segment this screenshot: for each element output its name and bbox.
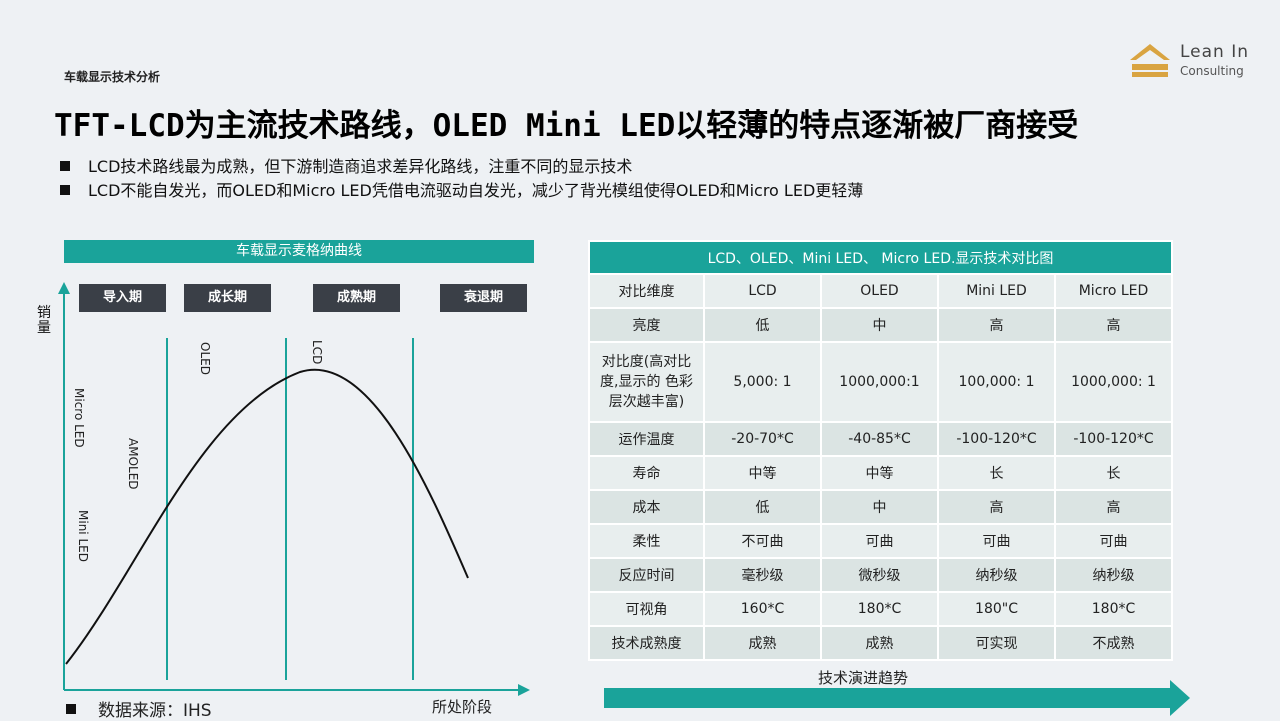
table-row: 对比度(高对比度,显示的 色彩层次越丰富) 5,000: 1 1000,000:… xyxy=(588,341,1173,423)
table-row: 成本 低 中 高 高 xyxy=(588,489,1173,525)
table-cell: 长 xyxy=(1054,455,1173,491)
table-cell: 柔性 xyxy=(588,523,705,559)
table-row: 寿命 中等 中等 长 长 xyxy=(588,455,1173,491)
bullet-item: LCD不能自发光，而OLED和Micro LED凭借电流驱动自发光，减少了背光模… xyxy=(60,177,863,201)
magna-curve-chart xyxy=(58,282,530,696)
table-cell: 高 xyxy=(1054,307,1173,343)
table-header-cell: Mini LED xyxy=(937,273,1056,309)
table-header-cell: Micro LED xyxy=(1054,273,1173,309)
table-cell: 1000,000: 1 xyxy=(1054,341,1173,423)
table-cell: 可曲 xyxy=(937,523,1056,559)
table-cell: 纳秒级 xyxy=(1054,557,1173,593)
tech-label: AMOLED xyxy=(126,438,140,490)
table-row: 可视角 160*C 180*C 180"C 180*C xyxy=(588,591,1173,627)
x-axis-arrow-icon xyxy=(518,684,530,696)
logo-line2: Consulting xyxy=(1180,64,1244,78)
bullet-text: LCD不能自发光，而OLED和Micro LED凭借电流驱动自发光，减少了背光模… xyxy=(88,181,864,200)
table-cell: 中等 xyxy=(820,455,939,491)
tech-label: OLED xyxy=(198,342,212,375)
table-cell: 可实现 xyxy=(937,625,1056,661)
table-cell: 不成熟 xyxy=(1054,625,1173,661)
table-cell: 可曲 xyxy=(820,523,939,559)
comparison-table: LCD、OLED、Mini LED、 Micro LED.显示技术对比图 对比维… xyxy=(588,240,1173,661)
curve-header: 车载显示麦格纳曲线 xyxy=(64,240,534,263)
table-caption: LCD、OLED、Mini LED、 Micro LED.显示技术对比图 xyxy=(588,240,1173,275)
table-cell: 高 xyxy=(1054,489,1173,525)
bullet-item: LCD技术路线最为成熟，但下游制造商追求差异化路线，注重不同的显示技术 xyxy=(60,153,632,177)
table-cell: -100-120*C xyxy=(937,421,1056,457)
table-cell: 长 xyxy=(937,455,1056,491)
table-cell: 中 xyxy=(820,307,939,343)
table-cell: 技术成熟度 xyxy=(588,625,705,661)
table-header-cell: LCD xyxy=(703,273,822,309)
bullet-square-icon xyxy=(60,161,70,171)
phase-label: 导入期 xyxy=(79,284,166,312)
table-cell: 寿命 xyxy=(588,455,705,491)
tech-label: LCD xyxy=(310,340,324,365)
table-row: 运作温度 -20-70*C -40-85*C -100-120*C -100-1… xyxy=(588,421,1173,457)
tech-label: Mini LED xyxy=(76,510,90,562)
table-cell: 反应时间 xyxy=(588,557,705,593)
data-source: 数据来源：IHS xyxy=(66,696,212,721)
table-cell: 成熟 xyxy=(703,625,822,661)
table-cell: 对比度(高对比度,显示的 色彩层次越丰富) xyxy=(588,341,705,423)
table-cell: -20-70*C xyxy=(703,421,822,457)
table-cell: 低 xyxy=(703,489,822,525)
table-cell: 高 xyxy=(937,489,1056,525)
page-title: TFT-LCD为主流技术路线，OLED Mini LED以轻薄的特点逐渐被厂商接… xyxy=(54,108,1079,144)
bullet-square-icon xyxy=(60,185,70,195)
bullet-text: LCD技术路线最为成熟，但下游制造商追求差异化路线，注重不同的显示技术 xyxy=(88,157,633,176)
source-text: 数据来源：IHS xyxy=(98,701,212,721)
y-axis-label: 销量 xyxy=(37,305,51,336)
logo-line1: Lean In xyxy=(1180,42,1250,62)
table-header-cell: OLED xyxy=(820,273,939,309)
table-cell: 成熟 xyxy=(820,625,939,661)
table-cell: 成本 xyxy=(588,489,705,525)
table-cell: 1000,000:1 xyxy=(820,341,939,423)
x-axis-label: 所处阶段 xyxy=(432,698,493,716)
table-cell: 低 xyxy=(703,307,822,343)
table-cell: 中 xyxy=(820,489,939,525)
company-logo: Lean In Consulting xyxy=(1128,40,1268,84)
sales-curve xyxy=(65,368,469,665)
section-label: 车载显示技术分析 xyxy=(64,70,161,84)
table-cell: 运作温度 xyxy=(588,421,705,457)
table-cell: -100-120*C xyxy=(1054,421,1173,457)
table-cell: 毫秒级 xyxy=(703,557,822,593)
table-cell: 160*C xyxy=(703,591,822,627)
phase-label: 成熟期 xyxy=(313,284,400,312)
table-cell: 5,000: 1 xyxy=(703,341,822,423)
table-cell: 纳秒级 xyxy=(937,557,1056,593)
table-cell: 高 xyxy=(937,307,1056,343)
table-cell: -40-85*C xyxy=(820,421,939,457)
table-cell: 微秒级 xyxy=(820,557,939,593)
table-row: 亮度 低 中 高 高 xyxy=(588,307,1173,343)
trend-label: 技术演进趋势 xyxy=(818,669,909,687)
table-cell: 180*C xyxy=(1054,591,1173,627)
y-axis-arrow-icon xyxy=(58,282,70,294)
table-cell: 中等 xyxy=(703,455,822,491)
table-cell: 亮度 xyxy=(588,307,705,343)
tech-label: Micro LED xyxy=(72,388,86,448)
table-cell: 100,000: 1 xyxy=(937,341,1056,423)
table-cell: 不可曲 xyxy=(703,523,822,559)
table-cell: 可曲 xyxy=(1054,523,1173,559)
table-row: 技术成熟度 成熟 成熟 可实现 不成熟 xyxy=(588,625,1173,661)
table-cell: 可视角 xyxy=(588,591,705,627)
phase-label: 成长期 xyxy=(184,284,271,312)
table-header-cell: 对比维度 xyxy=(588,273,705,309)
table-row: 柔性 不可曲 可曲 可曲 可曲 xyxy=(588,523,1173,559)
trend-arrow-icon xyxy=(604,680,1190,716)
table-cell: 180*C xyxy=(820,591,939,627)
phase-label: 衰退期 xyxy=(440,284,527,312)
logo-house-icon xyxy=(1130,44,1170,77)
table-cell: 180"C xyxy=(937,591,1056,627)
bullet-square-icon xyxy=(66,704,76,714)
table-row: 反应时间 毫秒级 微秒级 纳秒级 纳秒级 xyxy=(588,557,1173,593)
